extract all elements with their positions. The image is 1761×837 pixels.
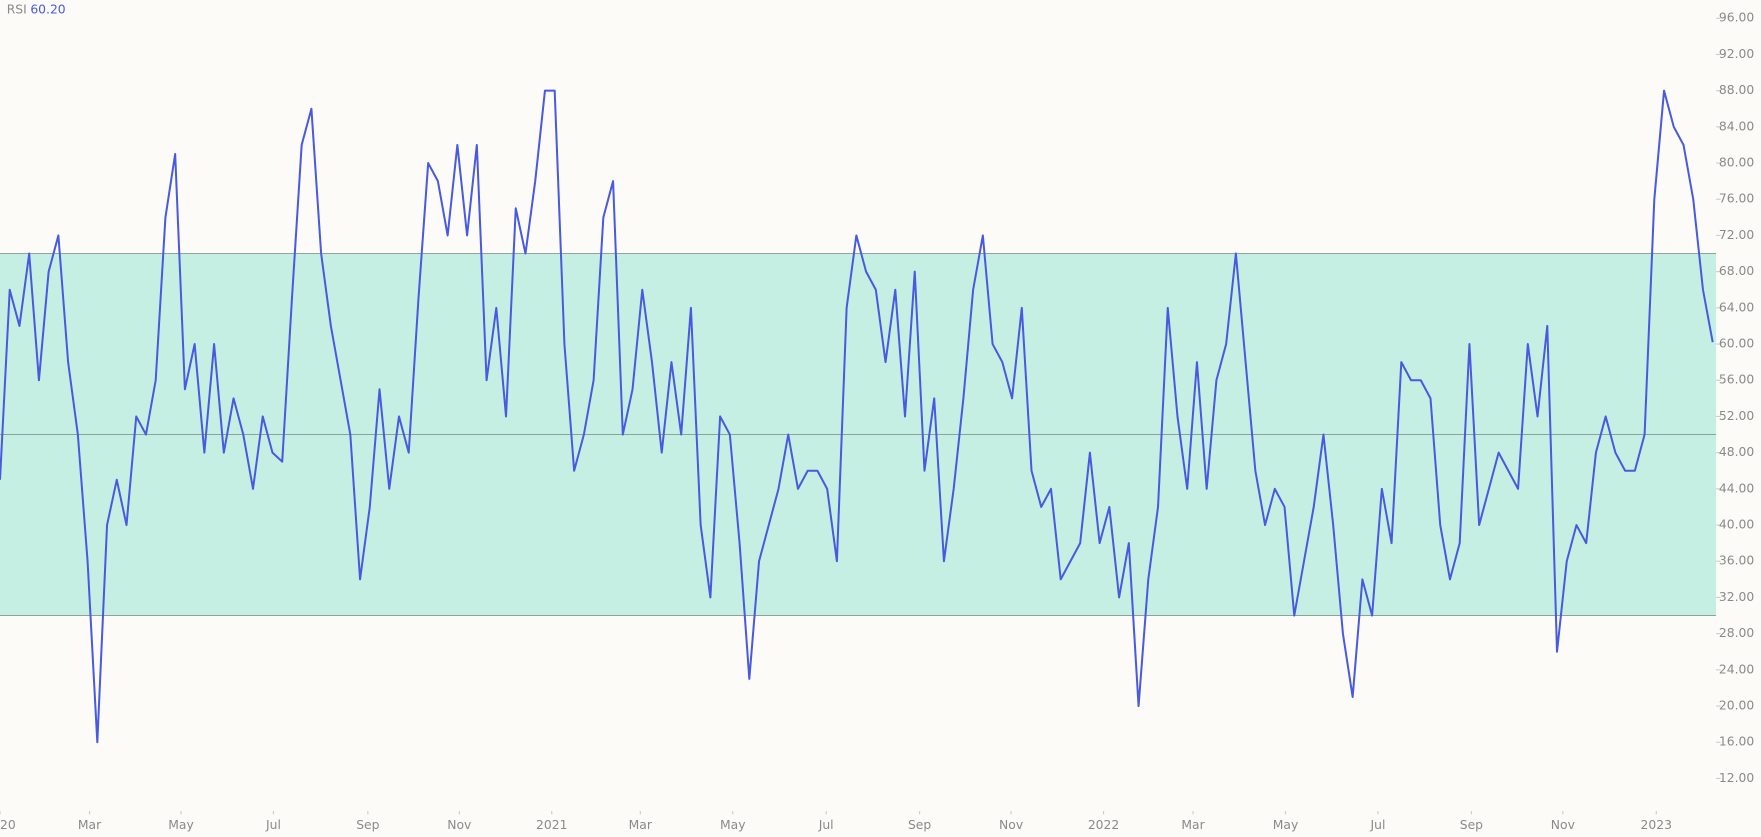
x-tick-label: 2023: [1641, 818, 1672, 832]
y-tick-label: 32.00: [1719, 590, 1754, 604]
y-tick-label: 20.00: [1719, 699, 1754, 713]
x-tick-label: Nov: [447, 818, 471, 832]
y-tick-label: 52.00: [1719, 409, 1754, 423]
x-tick-label: May: [168, 818, 194, 832]
y-tick-label: 88.00: [1719, 83, 1754, 97]
x-tick-label: Jul: [1369, 818, 1385, 832]
y-tick-label: 92.00: [1719, 47, 1754, 61]
y-tick-label: 28.00: [1719, 626, 1754, 640]
x-tick-label: Mar: [629, 818, 653, 832]
y-tick-label: 84.00: [1719, 119, 1754, 133]
y-tick-label: 68.00: [1719, 264, 1754, 278]
y-tick-label: 16.00: [1719, 735, 1754, 749]
y-tick-label: 56.00: [1719, 373, 1754, 387]
x-tick-label: Mar: [1181, 818, 1205, 832]
y-tick-label: 96.00: [1719, 11, 1754, 25]
y-tick-label: 24.00: [1719, 662, 1754, 676]
y-tick-label: 36.00: [1719, 554, 1754, 568]
x-tick-label: 2021: [536, 818, 567, 832]
y-tick-label: 12.00: [1719, 771, 1754, 785]
x-tick-label: Sep: [356, 818, 379, 832]
legend-value: 60.20: [30, 3, 65, 17]
y-tick-label: 64.00: [1719, 300, 1754, 314]
y-tick-label: 40.00: [1719, 518, 1754, 532]
x-tick-label: 2022: [1088, 818, 1119, 832]
x-tick-label: 2020: [0, 818, 16, 832]
y-tick-label: 48.00: [1719, 445, 1754, 459]
y-tick-label: 76.00: [1719, 192, 1754, 206]
x-tick-label: Sep: [1460, 818, 1483, 832]
x-tick-label: Sep: [908, 818, 931, 832]
x-tick-label: Nov: [999, 818, 1023, 832]
x-tick-label: Jul: [265, 818, 281, 832]
x-tick-label: Mar: [78, 818, 102, 832]
y-tick-label: 80.00: [1719, 156, 1754, 170]
legend-name: RSI: [7, 3, 27, 17]
y-tick-label: 44.00: [1719, 481, 1754, 495]
x-tick-label: Nov: [1551, 818, 1575, 832]
y-tick-label: 60.00: [1719, 337, 1754, 351]
x-tick-label: Jul: [818, 818, 834, 832]
x-tick-label: May: [720, 818, 746, 832]
rsi-line: [0, 89, 1714, 744]
y-tick-label: 72.00: [1719, 228, 1754, 242]
x-tick-label: May: [1273, 818, 1299, 832]
